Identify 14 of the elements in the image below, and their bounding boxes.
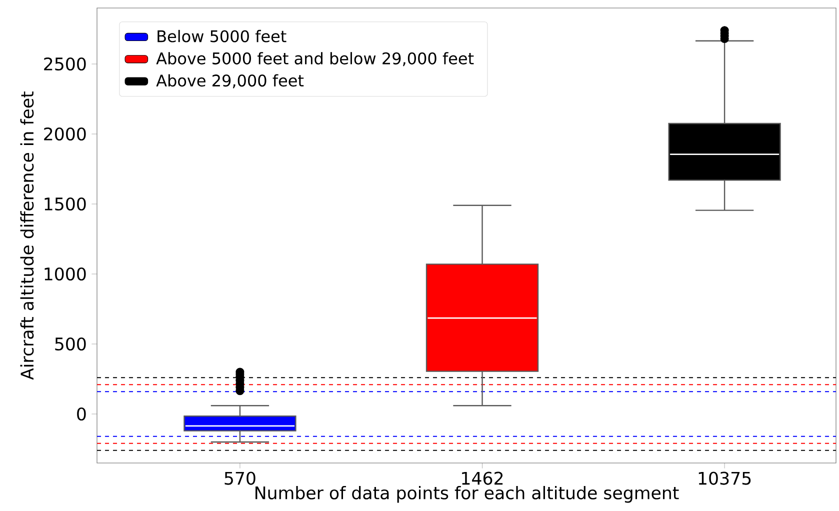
x-tick-label: 10375 [698,472,751,485]
x-tick-label: 570 [224,472,256,485]
y-tick-label: 500 [55,337,86,351]
x-axis-title: Number of data points for each altitude segment [256,486,679,503]
y-axis-title: Aircraft altitude difference in feet [20,91,34,380]
y-tick-label: 1500 [44,197,86,211]
x-tick-label: 1462 [462,472,503,485]
legend-label: Above 5000 feet and below 29,000 feet [156,52,474,66]
y-tick-label: 0 [77,407,86,421]
y-tick-label: 1000 [44,267,86,281]
y-tick-label: 2000 [44,127,86,141]
legend-label: Below 5000 feet [158,30,286,42]
y-tick-label: 2500 [44,57,86,71]
legend-label: Above 29,000 feet [156,74,304,88]
